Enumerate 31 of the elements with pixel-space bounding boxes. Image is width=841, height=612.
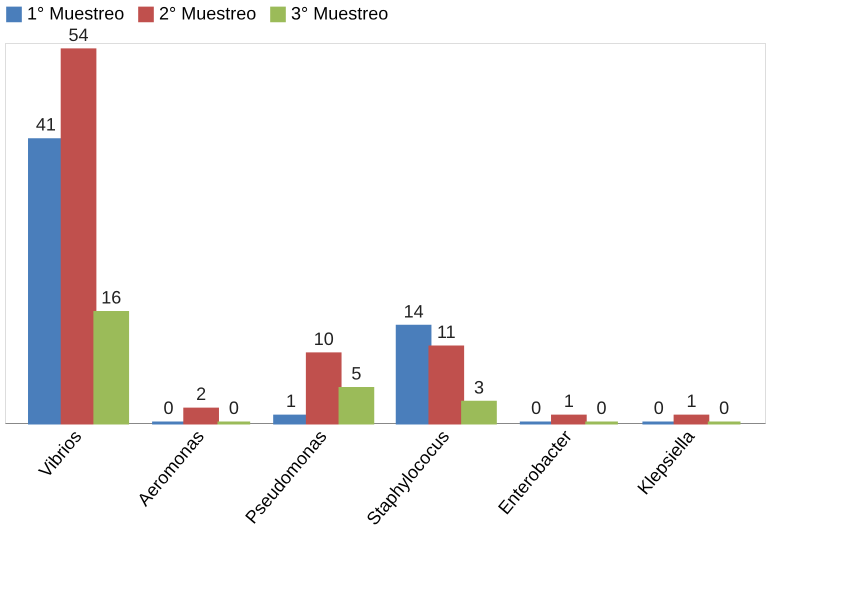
bar [306,352,342,424]
legend-label: 1° Muestreo [27,3,124,24]
data-label: 2 [196,384,206,404]
data-label: 3 [474,377,484,398]
data-label: 0 [654,398,664,418]
data-label: 1 [286,391,296,412]
data-label: 16 [101,287,122,308]
bar [93,310,130,424]
bar [396,324,432,424]
data-label: 1 [564,391,574,412]
data-label: 0 [719,398,730,418]
data-label: 41 [36,114,56,135]
bar [338,386,374,424]
bar [183,408,219,424]
legend-label: 2° Muestreo [159,3,256,24]
bar [674,414,710,424]
bar [461,400,497,424]
data-label: 0 [228,398,239,418]
data-label: 0 [531,398,542,418]
data-label: 11 [436,322,456,342]
data-label: 14 [404,301,424,322]
data-label: 0 [163,398,174,418]
bar [428,346,464,424]
data-label: 5 [351,363,362,384]
data-label: 54 [68,24,89,45]
bar [551,414,587,424]
legend-label: 3° Muestreo [291,3,388,24]
data-label: 0 [596,398,607,418]
data-label: 10 [314,328,334,349]
data-label: 1 [686,391,696,412]
bar [60,48,96,424]
